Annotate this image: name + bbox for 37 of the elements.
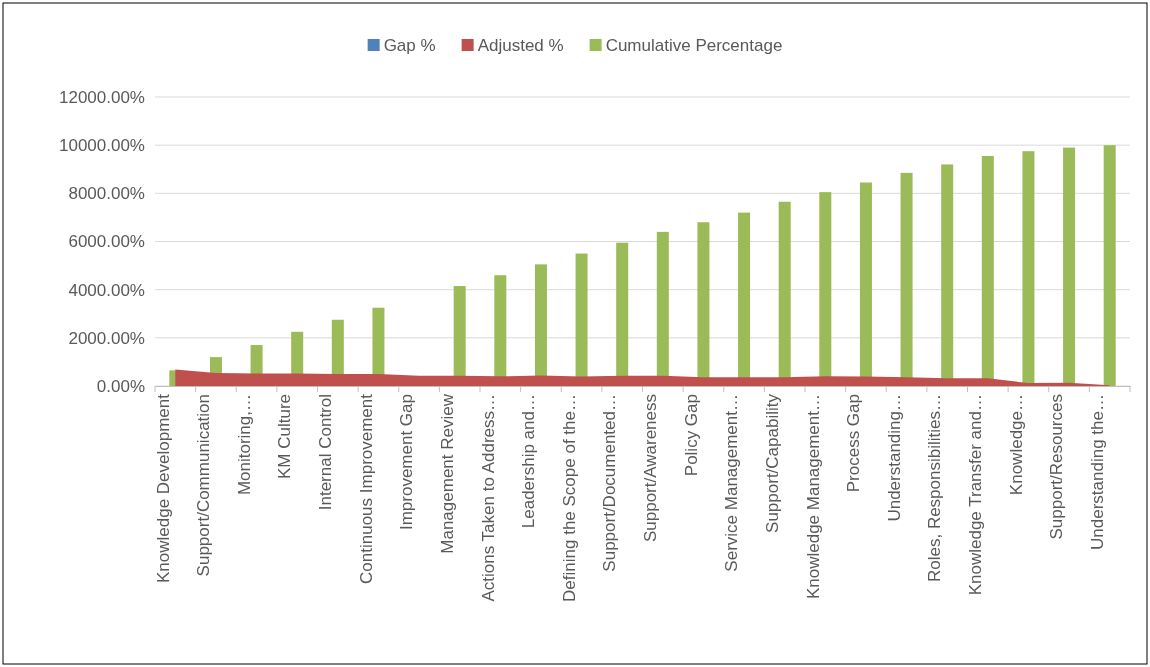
x-tick-label: Actions Taken to Address… (478, 394, 498, 602)
y-tick-label: 4000.00% (68, 280, 145, 300)
x-tick-label: Knowledge Transfer and… (966, 394, 986, 596)
x-tick-label: Continuous Improvement (356, 393, 376, 584)
x-tick-label: Service Management… (722, 394, 742, 572)
x-tick-label: Roles, Responsibilities… (925, 394, 945, 583)
bar (1022, 151, 1035, 386)
x-tick-label: Support/Capability (762, 393, 782, 533)
x-tick-label: Support/Documented… (600, 394, 620, 572)
x-tick-label: Policy Gap (681, 394, 701, 477)
x-tick-label: Leadership and… (519, 394, 539, 529)
legend-label: Cumulative Percentage (605, 36, 783, 55)
x-tick-label: Knowledge Management… (803, 394, 823, 600)
x-tick-label: Support/Resources (1047, 394, 1067, 540)
x-tick-label: Management Review (437, 393, 457, 554)
x-tick-label: Support/Awareness (641, 394, 661, 543)
y-tick-label: 2000.00% (68, 328, 145, 348)
x-tick-label: Support/Communication (194, 394, 214, 577)
legend-label: Adjusted % (477, 36, 564, 55)
y-tick-label: 8000.00% (68, 184, 145, 204)
x-tick-label: Defining the Scope of the… (559, 394, 579, 602)
x-tick-label: Knowledge Development (153, 393, 173, 584)
x-tick-label: Knowledge… (1006, 394, 1026, 496)
legend-label: Gap % (383, 36, 436, 55)
y-tick-label: 0.00% (96, 376, 145, 396)
x-tick-label: Understanding the… (1087, 394, 1107, 550)
x-tick-label: Monitoring,… (234, 394, 254, 496)
x-tick-label: Improvement Gap (397, 394, 417, 531)
x-tick-label: KM Culture (275, 394, 295, 480)
bar (1063, 147, 1076, 386)
x-tick-label: Process Gap (844, 394, 864, 493)
y-tick-label: 10000.00% (58, 136, 145, 156)
bar (1103, 145, 1116, 386)
x-tick-label: Internal Control (316, 394, 336, 511)
x-tick-label: Understanding… (884, 394, 904, 522)
y-tick-label: 12000.00% (58, 87, 145, 107)
y-tick-label: 6000.00% (68, 232, 145, 252)
